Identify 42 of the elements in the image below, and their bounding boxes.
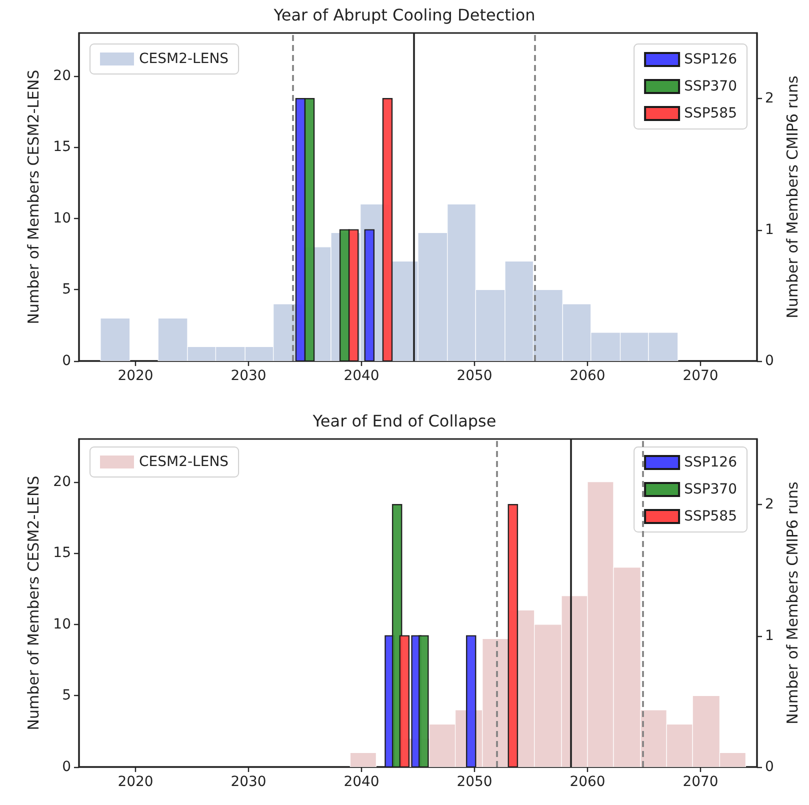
x-tick-label: 2040 [344, 774, 380, 790]
x-tick-label: 2030 [230, 774, 266, 790]
y2-tick-label: 0 [765, 759, 774, 775]
y-tick-label: 15 [53, 545, 71, 562]
y2-tick-label: 0 [765, 353, 774, 369]
y-axis-title: Number of Members CESM2-LENS [24, 476, 42, 730]
legend-label: SSP585 [684, 106, 737, 122]
y-tick-label: 20 [53, 68, 71, 84]
y-tick-label: 20 [53, 474, 71, 490]
legend-label: SSP370 [684, 78, 737, 94]
legend-label: SSP585 [684, 508, 737, 524]
y2-axis-title: Number of Members CMIP6 runs [784, 75, 802, 318]
chart-title: Year of End of Collapse [312, 412, 496, 430]
x-tick-label: 2020 [118, 368, 154, 384]
legend-label: SSP370 [684, 482, 737, 498]
x-tick-label: 2070 [682, 774, 718, 790]
x-tick-label: 2030 [230, 368, 266, 384]
y-tick-label: 10 [53, 210, 71, 226]
y-tick-label: 5 [62, 688, 71, 704]
y-tick-label: 0 [62, 759, 71, 775]
x-tick-label: 2050 [456, 368, 492, 384]
x-tick-label: 2060 [570, 368, 606, 384]
x-tick-label: 2070 [682, 368, 718, 384]
y-axis-title: Number of Members CESM2-LENS [24, 70, 42, 324]
y-tick-label: 15 [53, 139, 71, 156]
chart-title: Year of Abrupt Cooling Detection [272, 6, 536, 24]
y-tick-label: 5 [62, 282, 71, 298]
legend-label: CESM2-LENS [139, 51, 229, 67]
y2-tick-label: 2 [765, 90, 774, 107]
legend-label: SSP126 [684, 454, 738, 470]
legend-label: CESM2-LENS [139, 454, 229, 470]
x-tick-label: 2050 [456, 774, 492, 790]
x-tick-label: 2020 [118, 774, 154, 790]
y2-tick-label: 1 [765, 222, 774, 238]
y2-tick-label: 1 [765, 628, 774, 644]
y-tick-label: 0 [62, 353, 71, 369]
y2-tick-label: 2 [765, 496, 774, 513]
y2-axis-title: Number of Members CMIP6 runs [784, 481, 802, 724]
x-tick-label: 2060 [570, 774, 606, 790]
x-tick-label: 2040 [344, 368, 380, 384]
y-tick-label: 10 [53, 616, 71, 632]
legend-label: SSP126 [684, 52, 738, 68]
